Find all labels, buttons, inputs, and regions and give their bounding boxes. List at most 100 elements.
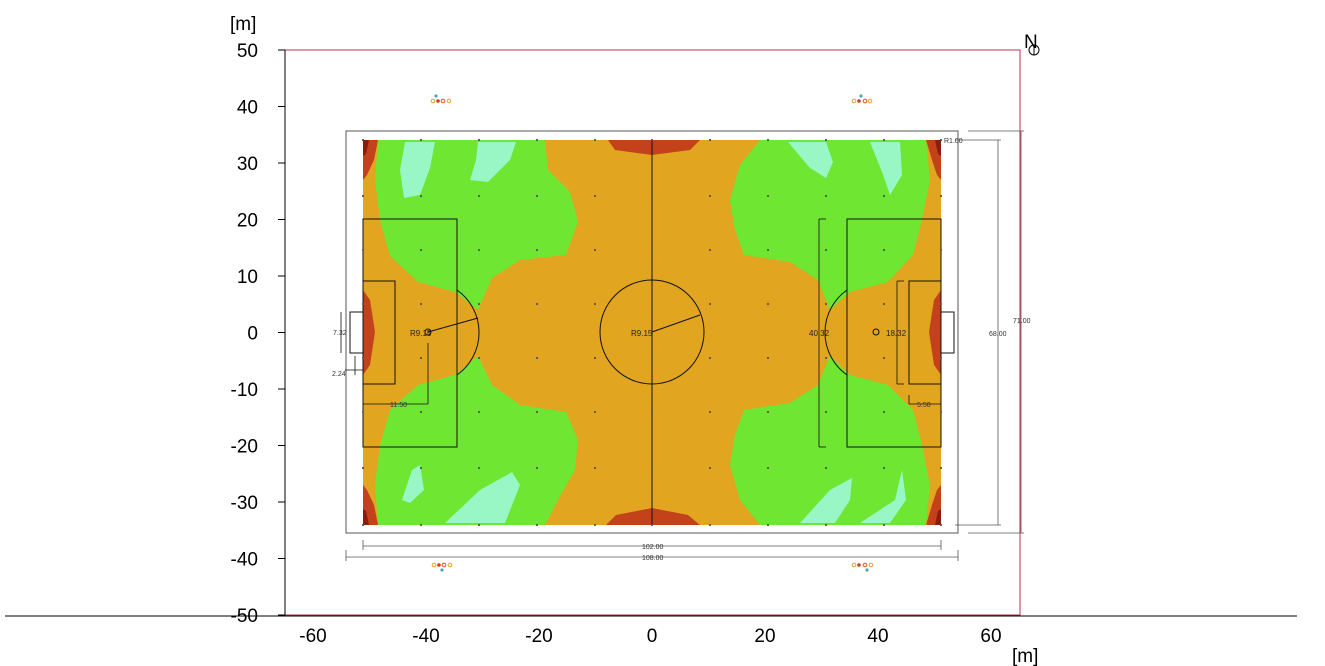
center-circle	[599, 279, 705, 385]
grid-point	[824, 410, 828, 414]
grid-point	[477, 302, 481, 306]
grid-point	[535, 302, 539, 306]
grid-point	[361, 138, 365, 142]
grid-point	[419, 410, 423, 414]
contour-mint-top-right-1	[788, 142, 833, 178]
y-axis-ticks: 50 40 30 20 10 0 -10 -20 -30 -40 -50	[231, 41, 285, 627]
y-tick-label: 50	[237, 41, 258, 62]
contour-red-top-center	[608, 140, 700, 155]
dim-penalty-arc: R9.15	[410, 329, 432, 338]
grid-point	[477, 410, 481, 414]
grid-point	[650, 410, 654, 414]
dim-field-width: 68.00	[989, 331, 1007, 338]
dim-penalty-spot: 11.50	[390, 402, 407, 409]
grid-point	[419, 302, 423, 306]
grid-point	[593, 523, 597, 527]
grid-point	[882, 523, 886, 527]
north-label: N	[1024, 32, 1038, 53]
grid-point	[477, 356, 481, 360]
grid-point	[361, 302, 365, 306]
grid-point	[939, 248, 943, 252]
grid-point	[766, 248, 770, 252]
grid-point	[708, 410, 712, 414]
penalty-arc-left	[456, 289, 480, 376]
y-tick-label: -50	[231, 606, 258, 627]
grid-point	[708, 248, 712, 252]
contour-mint-bottom-left-2	[445, 472, 520, 523]
grid-point	[708, 138, 712, 142]
grid-point	[939, 466, 943, 470]
x-tick-label: 0	[647, 626, 658, 647]
luminaire-cluster-top-right	[851, 94, 873, 104]
grid-point	[824, 138, 828, 142]
luminaire-cluster-top-left	[430, 94, 452, 104]
dim-goal-depth: 2.24	[332, 371, 346, 378]
grid-point	[361, 523, 365, 527]
grid-point	[535, 194, 539, 198]
dim-corner-radius: R1.00	[944, 138, 963, 145]
x-tick-label: 60	[980, 626, 1001, 647]
y-tick-label: -10	[231, 380, 258, 401]
grid-point	[939, 302, 943, 306]
grid-point	[824, 302, 828, 306]
grid-point	[939, 523, 943, 527]
y-tick-label: -40	[231, 550, 258, 571]
grid-point	[708, 466, 712, 470]
grid-point	[939, 194, 943, 198]
y-tick-label: -20	[231, 437, 258, 458]
grid-point	[650, 248, 654, 252]
grid-point	[882, 410, 886, 414]
y-tick-label: 40	[237, 98, 258, 119]
grid-point	[535, 248, 539, 252]
dim-penalty-area-width: 40.32	[809, 329, 830, 338]
grid-point	[766, 466, 770, 470]
dim-center-circle: R9.15	[631, 329, 653, 338]
penalty-spot-right	[872, 328, 880, 336]
grid-point	[477, 194, 481, 198]
contour-green-bottom-right	[730, 356, 930, 525]
y-axis-unit: [m]	[230, 14, 256, 35]
grid-point	[593, 248, 597, 252]
grid-point	[361, 410, 365, 414]
grid-point	[882, 356, 886, 360]
grid-point	[535, 410, 539, 414]
dimension-labels: R1.00 7.32 2.24 11.50 R9.15 R9.15 40.32 …	[332, 138, 1031, 562]
grid-point	[766, 523, 770, 527]
dim-goal-area-depth: 5.50	[917, 402, 931, 409]
dim-goal-width: 7.32	[333, 330, 347, 337]
contour-red-bottom-center	[606, 508, 700, 525]
pitch-markings	[340, 130, 1024, 561]
grid-point	[477, 138, 481, 142]
grid-point	[419, 248, 423, 252]
grid-point	[419, 194, 423, 198]
goal-right	[940, 311, 955, 354]
grid-point	[939, 356, 943, 360]
dim-outer-width: 71.00	[1013, 318, 1031, 325]
grid-point	[824, 523, 828, 527]
dim-outer-length: 108.00	[642, 555, 664, 562]
grid-point	[419, 523, 423, 527]
grid-point	[361, 194, 365, 198]
grid-point	[766, 356, 770, 360]
y-tick-label: 10	[237, 267, 258, 288]
grid-point	[708, 194, 712, 198]
y-tick-label: 20	[237, 211, 258, 232]
contour-green-bottom-left	[375, 356, 578, 525]
grid-point	[708, 523, 712, 527]
grid-point	[477, 466, 481, 470]
grid-point	[708, 302, 712, 306]
contour-mint-top-left-2	[470, 142, 516, 182]
contour-mint-top-left-1	[400, 142, 435, 198]
grid-point	[708, 356, 712, 360]
grid-point	[766, 302, 770, 306]
luminaire-cluster-bottom-right	[851, 562, 874, 572]
dim-goal-area-width: 18.32	[886, 329, 907, 338]
grid-point	[419, 138, 423, 142]
y-tick-label: -30	[231, 493, 258, 514]
x-tick-label: 20	[754, 626, 775, 647]
grid-point	[650, 356, 654, 360]
grid-point	[824, 194, 828, 198]
grid-point	[361, 466, 365, 470]
grid-point	[535, 466, 539, 470]
